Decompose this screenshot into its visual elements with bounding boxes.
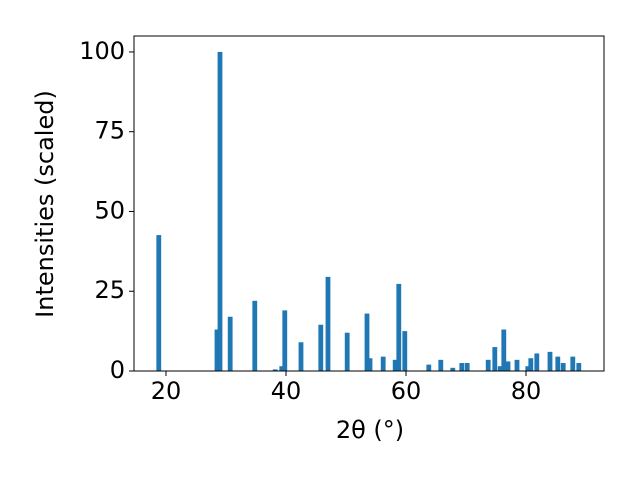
bar [497,366,503,371]
x-tick-label: 20 [151,377,182,405]
plot-frame [133,35,605,372]
x-axis-label: 2θ (°) [336,416,404,444]
bar [214,329,220,371]
bar [325,276,331,371]
bar [570,356,576,371]
y-tick-label: 50 [94,196,125,224]
bar [217,51,223,371]
x-tick-label: 60 [391,377,422,405]
bar [555,356,561,371]
bar [392,359,398,371]
bar [252,300,258,371]
bar [464,363,470,371]
bar [485,359,491,371]
x-tick-label: 80 [511,377,542,405]
bar [396,283,402,371]
y-tick-label: 75 [94,117,125,145]
bar [525,366,531,371]
bar [227,316,233,371]
bar [367,358,373,371]
bar [576,363,582,371]
bar [282,310,288,371]
bar [514,359,520,371]
bar [318,324,324,371]
bar [528,358,534,371]
bar [547,351,553,371]
bar [156,235,162,371]
y-tick-label: 0 [110,356,125,384]
bar [364,313,370,371]
bar [344,332,350,371]
bar [534,353,540,371]
bar [501,329,507,371]
y-tick-label: 100 [79,37,125,65]
bar [298,342,304,371]
bar [426,364,432,371]
bar [402,331,408,371]
bar [279,366,285,371]
bar [492,347,498,371]
bar [272,369,278,371]
bar [459,363,465,371]
y-axis-label: Intensities (scaled) [31,90,59,318]
y-tick-label: 25 [94,276,125,304]
bar [438,359,444,371]
bar [560,363,566,371]
bar [450,367,456,371]
x-tick-label: 40 [271,377,302,405]
bar [505,361,511,371]
bar [380,356,386,371]
